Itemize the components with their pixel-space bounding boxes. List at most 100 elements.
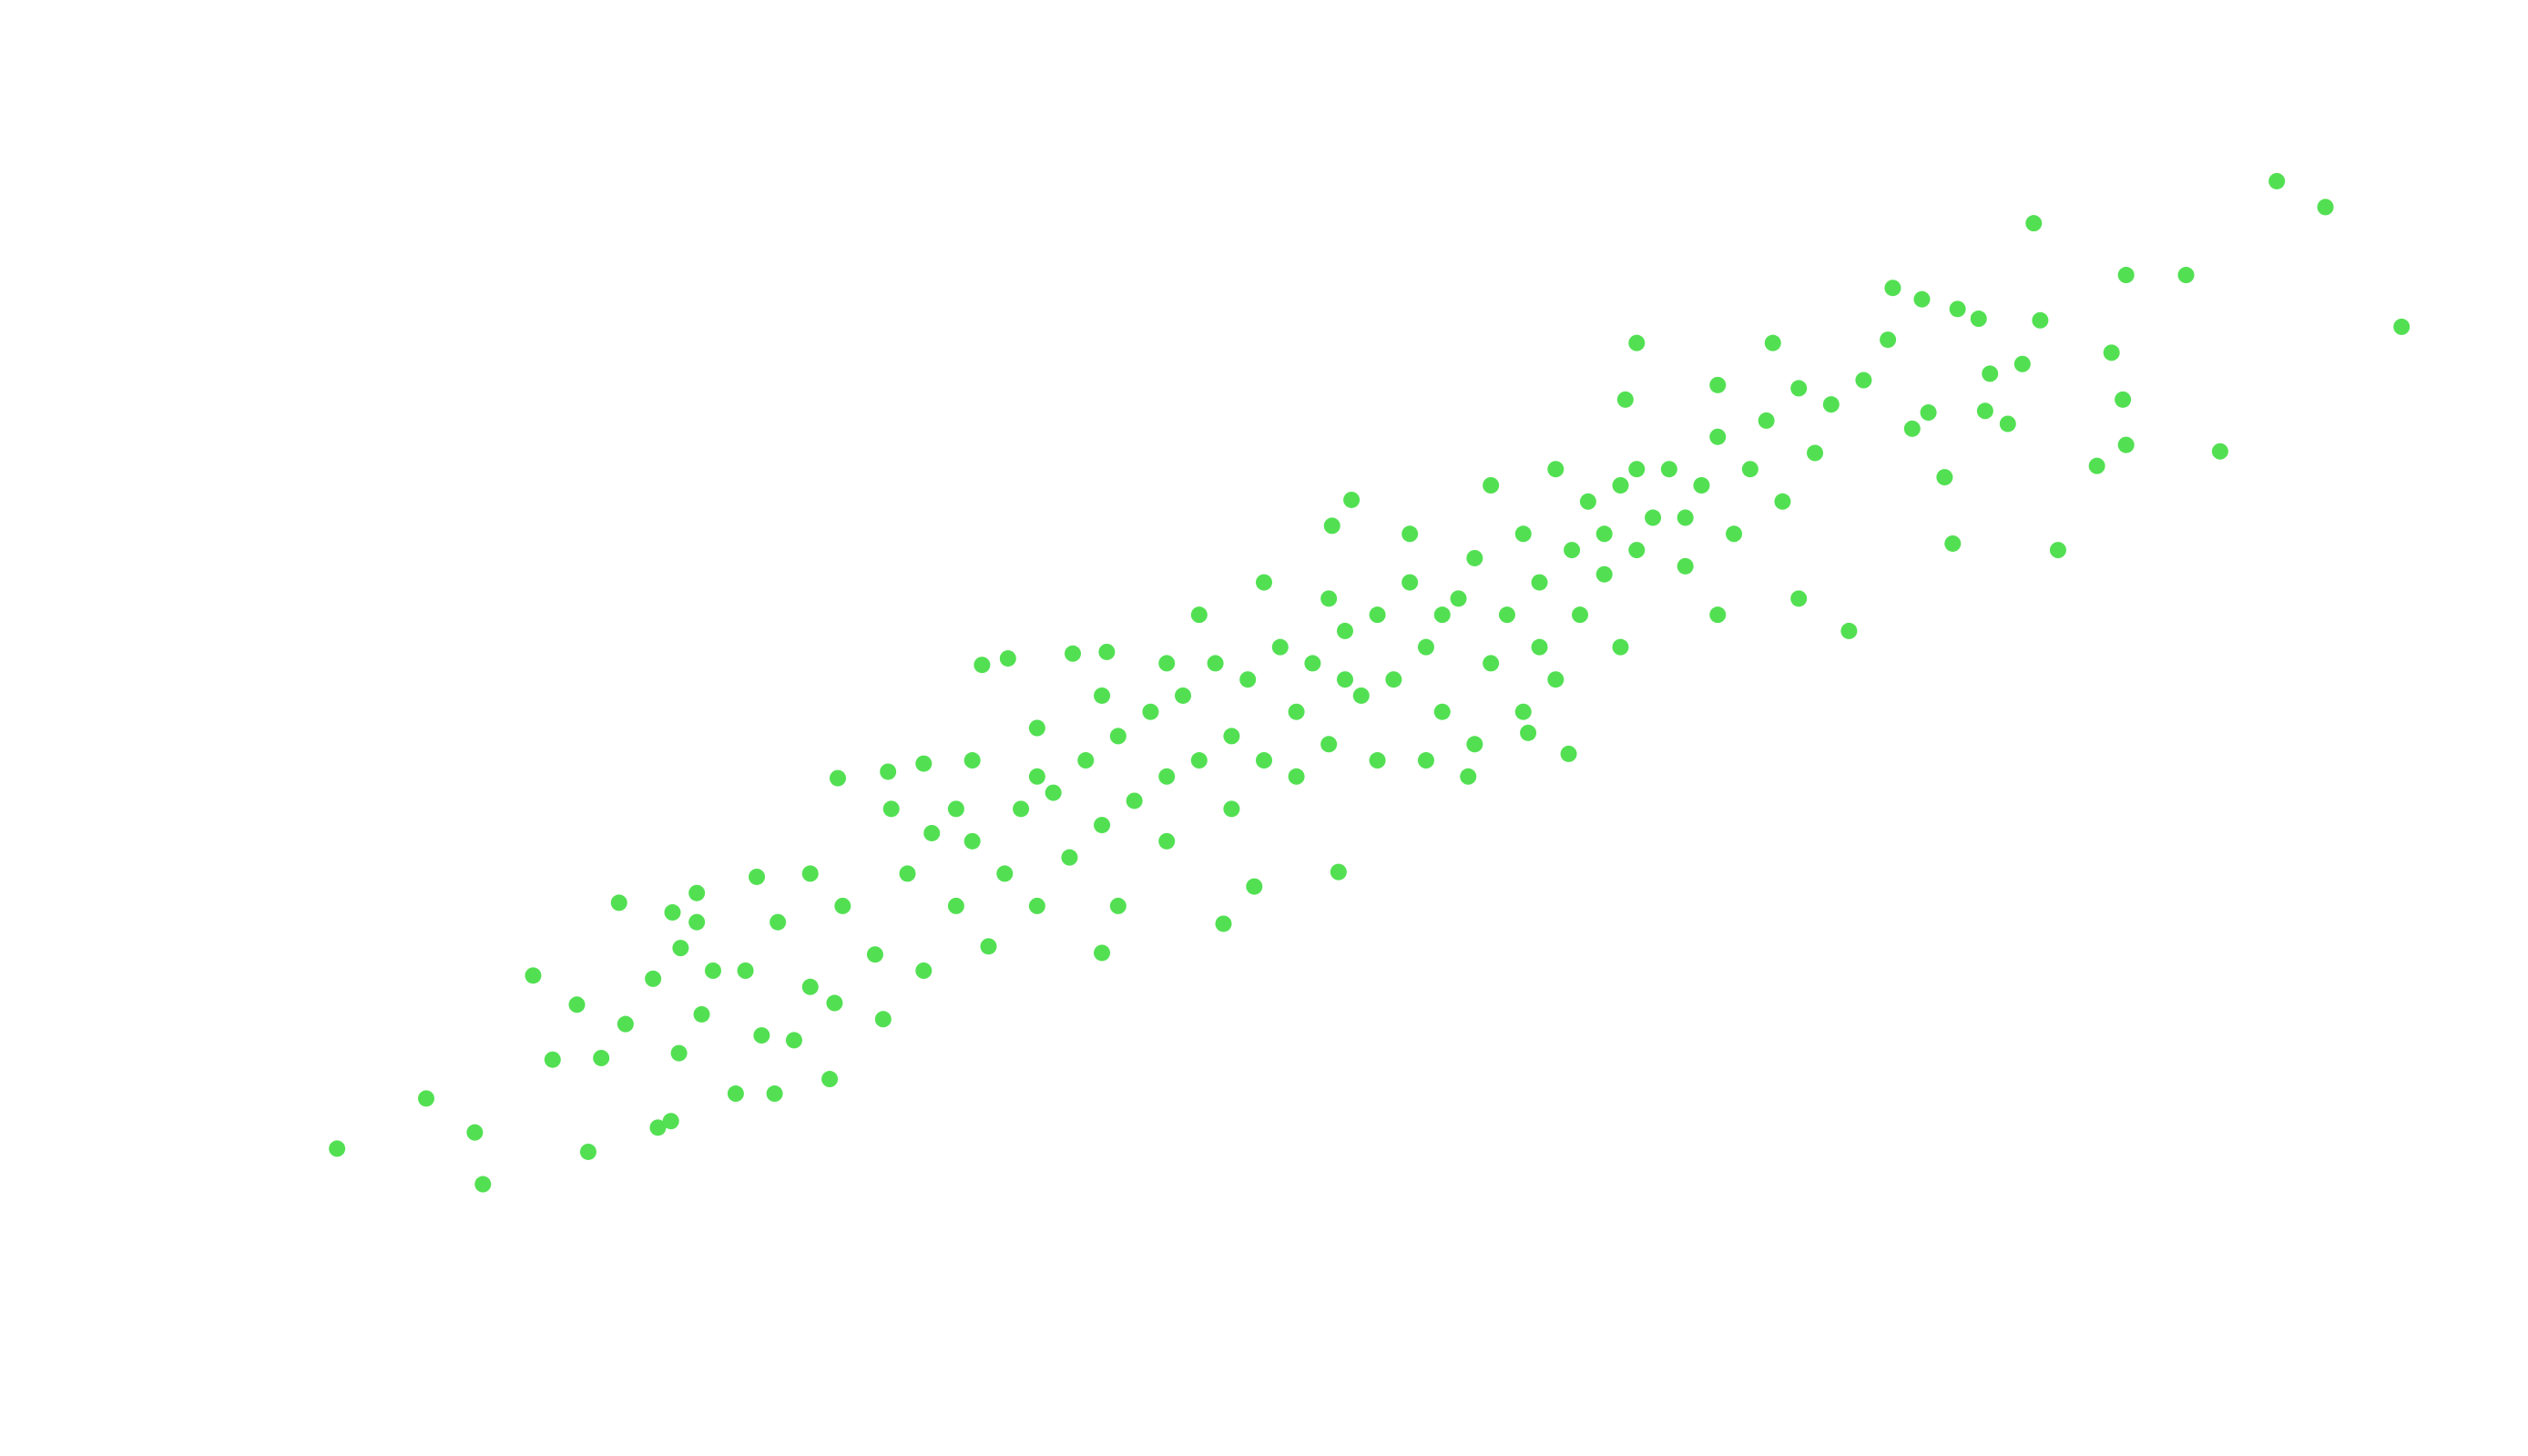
scatter-point: [1564, 542, 1581, 559]
scatter-point: [1741, 461, 1758, 478]
scatter-point: [1256, 574, 1272, 591]
scatter-point: [1645, 509, 1662, 526]
scatter-point: [1369, 752, 1386, 769]
scatter-point: [915, 755, 933, 772]
scatter-point: [1660, 461, 1677, 478]
scatter-point: [923, 824, 941, 841]
scatter-point: [1726, 525, 1743, 543]
scatter-point: [1944, 535, 1962, 552]
scatter-point: [1855, 372, 1872, 389]
scatter-point: [1369, 606, 1386, 624]
scatter-point: [1320, 590, 1338, 607]
scatter-point: [1514, 525, 1532, 543]
scatter-point: [1483, 477, 1500, 494]
scatter-point: [1547, 671, 1565, 688]
scatter-point: [1065, 645, 1082, 662]
scatter-point: [525, 967, 542, 984]
scatter-point: [1223, 800, 1240, 818]
scatter-point: [1677, 557, 1694, 575]
scatter-point: [963, 832, 981, 850]
scatter-point: [1288, 768, 1305, 785]
scatter-point: [1976, 402, 1993, 420]
scatter-point: [1207, 655, 1224, 672]
scatter-point: [1880, 331, 1897, 349]
scatter-point: [1094, 944, 1111, 962]
scatter-point: [1336, 671, 1353, 688]
scatter-point: [1920, 404, 1937, 422]
scatter-point: [544, 1051, 561, 1068]
scatter-point: [766, 1085, 783, 1103]
scatter-point: [1547, 461, 1565, 478]
scatter-point: [1450, 590, 1467, 607]
scatter-point: [963, 752, 981, 769]
scatter-point: [947, 800, 964, 818]
scatter-point: [466, 1124, 484, 1141]
scatter-point: [1764, 334, 1781, 351]
scatter-point: [2117, 436, 2135, 453]
scatter-point: [1190, 606, 1208, 624]
scatter-point: [880, 763, 897, 780]
scatter-point: [1304, 655, 1321, 672]
scatter-point: [727, 1085, 744, 1103]
scatter-point: [1774, 493, 1791, 510]
scatter-point: [1246, 878, 1263, 895]
scatter-point: [329, 1140, 346, 1157]
scatter-point: [1175, 687, 1192, 704]
scatter-point: [980, 938, 997, 955]
scatter-point: [1158, 655, 1176, 672]
scatter-point: [1028, 719, 1045, 737]
scatter-point: [672, 940, 689, 957]
scatter-point: [999, 650, 1016, 667]
scatter-point: [834, 897, 851, 914]
scatter-point: [785, 1032, 802, 1049]
scatter-point: [753, 1027, 770, 1044]
scatter-point: [1628, 542, 1646, 559]
scatter-point: [617, 1015, 634, 1033]
scatter-point: [1385, 671, 1402, 688]
scatter-point: [829, 769, 846, 787]
scatter-point: [579, 1143, 596, 1160]
scatter-point: [670, 1044, 688, 1062]
scatter-point: [1466, 549, 1483, 566]
scatter-point: [593, 1049, 610, 1066]
scatter-point: [474, 1176, 492, 1193]
scatter-point: [1483, 655, 1500, 672]
scatter-point: [899, 865, 916, 882]
scatter-point: [1628, 461, 1646, 478]
scatter-point: [1790, 590, 1808, 607]
scatter-point: [1514, 703, 1532, 720]
scatter-point: [2268, 172, 2286, 189]
scatter-point: [866, 946, 883, 963]
scatter-point: [1098, 643, 1116, 660]
scatter-point: [973, 657, 991, 674]
scatter-point: [1612, 477, 1629, 494]
scatter-point: [2088, 457, 2105, 474]
scatter-point: [1109, 728, 1126, 745]
scatter-point: [2317, 199, 2334, 216]
scatter-point: [882, 800, 900, 818]
scatter-point: [2117, 267, 2135, 284]
scatter-point: [418, 1090, 435, 1107]
scatter-point: [1807, 444, 1824, 462]
scatter-point: [2103, 344, 2120, 361]
scatter-point: [1572, 606, 1588, 624]
scatter-point: [1560, 745, 1577, 762]
scatter-point: [1028, 897, 1045, 914]
scatter-point: [1579, 493, 1596, 510]
scatter-point: [2025, 215, 2043, 232]
scatter-point: [2211, 443, 2228, 460]
scatter-point: [1336, 622, 1353, 639]
scatter-point: [2177, 267, 2195, 284]
scatter-point: [693, 1005, 710, 1023]
scatter-point: [1288, 703, 1305, 720]
scatter-point: [1417, 638, 1434, 656]
scatter-point: [1531, 574, 1548, 591]
scatter-point: [1531, 638, 1548, 656]
scatter-point: [915, 962, 933, 979]
scatter-point: [1903, 420, 1921, 437]
scatter-point: [1520, 724, 1537, 741]
scatter-point: [1417, 752, 1434, 769]
scatter-point: [1709, 428, 1727, 445]
scatter-point: [645, 970, 662, 987]
scatter-point: [1158, 832, 1176, 850]
